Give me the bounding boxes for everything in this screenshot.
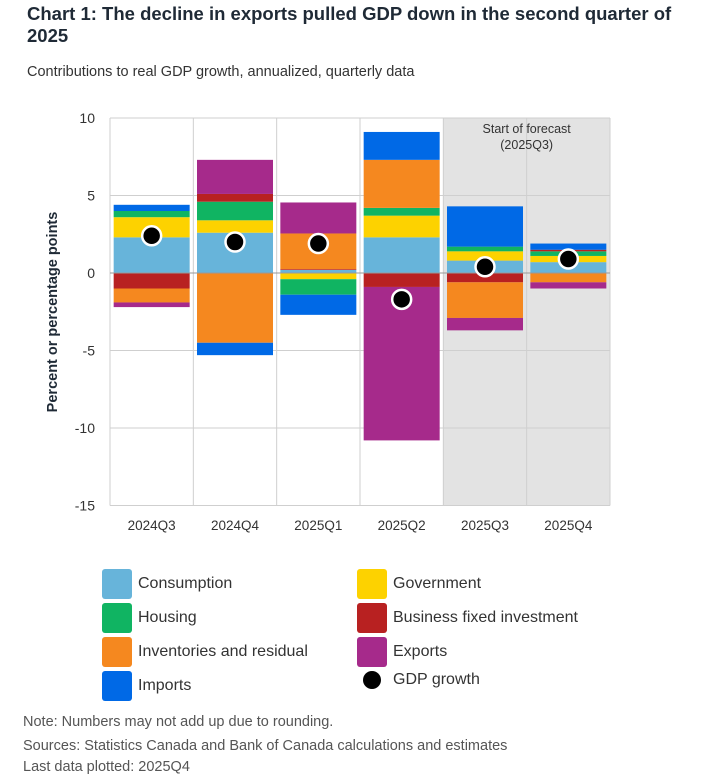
chart-title: Chart 1: The decline in exports pulled G… (27, 3, 672, 46)
x-tick-label: 2025Q3 (461, 518, 509, 533)
legend-item: GDP growth (357, 671, 480, 689)
bar-segment-inventories-and-residual (363, 159, 440, 208)
bar-segment-inventories-and-residual (113, 288, 190, 303)
y-tick-label: -5 (83, 343, 96, 359)
legend-swatch (102, 569, 132, 599)
bar-segment-housing (113, 211, 190, 218)
legend-label: Government (393, 575, 482, 592)
bar-segment-exports (447, 317, 523, 331)
bar-segment-government (363, 215, 440, 238)
bar-segment-business-fixed-investment (280, 269, 357, 270)
gdp-dot-swatch (363, 671, 381, 689)
sources: Sources: Statistics Canada and Bank of C… (23, 738, 508, 754)
bar-segment-government (197, 220, 273, 233)
legend-item: Imports (102, 671, 191, 701)
x-tick-label: 2025Q4 (544, 518, 593, 533)
legend-label: GDP growth (393, 671, 480, 688)
gdp-growth-point (307, 232, 330, 255)
legend-swatch (102, 603, 132, 633)
legend-item: Inventories and residual (102, 637, 308, 667)
legend-item: Business fixed investment (357, 603, 578, 633)
legend-label: Exports (393, 643, 448, 660)
last-data-plotted: Last data plotted: 2025Q4 (23, 759, 190, 775)
y-tick-label: -10 (75, 420, 95, 436)
bar-segment-inventories-and-residual (530, 273, 607, 283)
bar-segment-exports (113, 302, 190, 308)
bar-segment-exports (530, 282, 607, 289)
legend-swatch (357, 569, 387, 599)
bar-segment-imports (113, 204, 190, 211)
bar-segment-imports (363, 131, 440, 160)
x-tick-label: 2025Q2 (378, 518, 426, 533)
bar-segment-housing (363, 207, 440, 216)
bar-segment-imports (530, 243, 607, 250)
legend-item: Housing (102, 603, 197, 633)
bar-segment-housing (197, 201, 273, 221)
x-tick-label: 2025Q1 (294, 518, 342, 533)
bar-segment-business-fixed-investment (113, 273, 190, 289)
y-axis-label: Percent or percentage points (45, 212, 61, 413)
bar-segment-business-fixed-investment (447, 273, 523, 283)
bar-segment-exports (363, 286, 440, 441)
legend-swatch (102, 637, 132, 667)
gdp-growth-point (474, 256, 496, 278)
bar-segment-government (280, 273, 357, 280)
note: Note: Numbers may not add up due to roun… (23, 714, 334, 730)
stacked-bar-chart: 10 5 0 -5 -10 -15 2024Q3 2024Q4 2025Q1 2025Q2 2025… (45, 110, 611, 533)
bar-segment-consumption (363, 237, 440, 273)
bar-segment-government (447, 251, 523, 261)
bar-segment-business-fixed-investment (197, 193, 273, 202)
bar-segment-housing (447, 246, 523, 252)
legend-label: Imports (138, 677, 192, 694)
legend-swatch (357, 637, 387, 667)
gdp-growth-point (557, 248, 580, 270)
legend-item: Government (357, 569, 481, 599)
gdp-growth-point (140, 225, 163, 247)
y-tick-label: -15 (75, 498, 95, 514)
bar-segment-housing (280, 279, 357, 295)
bar-segment-imports (197, 342, 273, 356)
y-tick-label: 10 (79, 110, 95, 126)
bar-segment-exports (280, 202, 357, 234)
legend-label: Inventories and residual (138, 643, 308, 660)
x-tick-label: 2024Q4 (211, 518, 260, 533)
bar-segment-inventories-and-residual (197, 273, 273, 343)
bar-segment-imports (280, 294, 357, 315)
bar-segment-exports (197, 159, 273, 194)
gdp-growth-point (390, 288, 413, 311)
legend-label: Business fixed investment (393, 609, 578, 626)
bar-segment-business-fixed-investment (363, 273, 440, 287)
gdp-growth-point (224, 231, 246, 253)
bar-segment-imports (447, 206, 523, 247)
y-tick-label: 5 (87, 188, 95, 204)
bar-segment-inventories-and-residual (447, 282, 523, 318)
legend-item: Consumption (102, 569, 232, 599)
legend-swatch (357, 603, 387, 633)
x-tick-label: 2024Q3 (128, 518, 176, 533)
forecast-label-line1: Start of forecast (483, 122, 572, 136)
legend-label: Consumption (138, 575, 233, 592)
y-tick-label: 0 (87, 265, 95, 281)
forecast-label-line2: (2025Q3) (500, 138, 553, 152)
legend-swatch (102, 671, 132, 701)
chart-subtitle: Contributions to real GDP growth, annual… (27, 64, 415, 80)
legend-item: Exports (357, 637, 447, 667)
bar-segment-consumption (280, 269, 357, 273)
legend-label: Housing (138, 609, 197, 626)
